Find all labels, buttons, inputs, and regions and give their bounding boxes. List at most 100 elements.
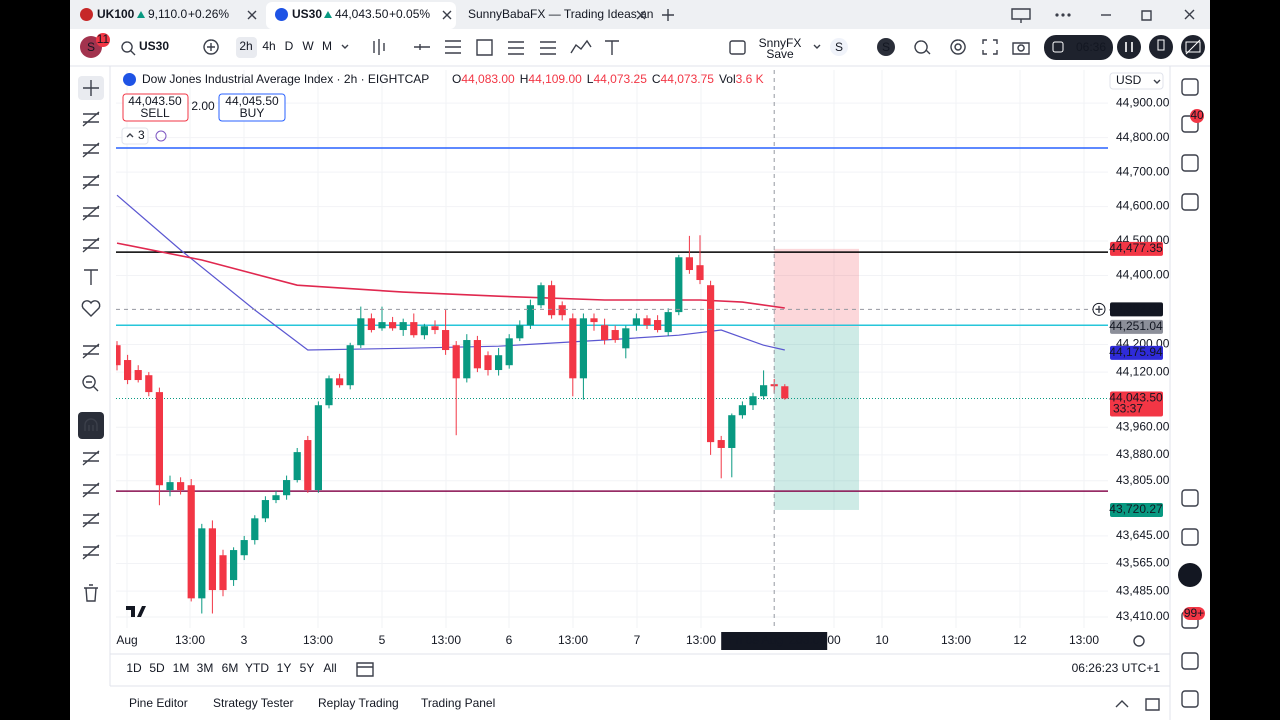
drawing-tool[interactable] — [84, 269, 98, 285]
panel-tab[interactable]: Pine Editor — [129, 696, 188, 710]
layout-name[interactable]: SnnyFX — [759, 36, 802, 50]
panel-tab[interactable]: Trading Panel — [421, 696, 495, 710]
interval[interactable]: W — [302, 39, 314, 53]
sidebar-icon[interactable] — [1181, 690, 1199, 708]
drawing-tool[interactable] — [82, 237, 100, 253]
sidebar-icon[interactable] — [1181, 528, 1199, 546]
rec-btn[interactable] — [1149, 35, 1173, 59]
rec-btn[interactable] — [1117, 35, 1141, 59]
settings[interactable] — [950, 39, 966, 55]
interval[interactable]: 2h — [239, 39, 252, 53]
drawing-tool[interactable] — [83, 80, 99, 96]
drawing-tool[interactable] — [82, 111, 100, 127]
tab-symbol[interactable]: UK100 — [97, 7, 135, 21]
drawing-tool[interactable] — [82, 544, 100, 560]
buy-button[interactable] — [218, 93, 286, 122]
mic — [1157, 39, 1165, 51]
close-tab[interactable] — [636, 10, 646, 20]
mini-btn[interactable] — [830, 38, 848, 56]
maximize[interactable] — [1141, 10, 1152, 21]
expand-panel[interactable] — [1115, 700, 1129, 708]
price-label-box — [1110, 241, 1163, 256]
toolbar-tool[interactable] — [605, 40, 619, 55]
drawing-tool[interactable] — [82, 343, 100, 359]
active-tab[interactable] — [266, 2, 456, 29]
interval[interactable]: M — [322, 39, 332, 53]
search-icon[interactable] — [121, 41, 136, 56]
range-button[interactable]: 3M — [197, 661, 214, 675]
new-tab[interactable] — [662, 9, 674, 21]
symbol-search[interactable]: US30 — [139, 39, 169, 53]
range-button[interactable]: 1Y — [277, 661, 292, 675]
apps[interactable] — [1178, 563, 1202, 587]
alert[interactable] — [914, 40, 931, 55]
drawing-tool[interactable] — [82, 450, 100, 466]
candle-body — [781, 386, 789, 399]
panel-tab[interactable]: Strategy Tester — [213, 696, 293, 710]
goto-date[interactable] — [356, 662, 374, 677]
sync-icon[interactable] — [155, 130, 167, 142]
toolbar-tool[interactable] — [414, 44, 430, 50]
interval-menu[interactable] — [341, 44, 349, 49]
range-button[interactable]: 5Y — [300, 661, 315, 675]
range-button[interactable]: YTD — [245, 661, 269, 675]
add-icon[interactable] — [1095, 305, 1103, 313]
target-zone[interactable] — [774, 326, 859, 510]
range-button[interactable]: 6M — [222, 661, 239, 675]
drawing-tool[interactable] — [82, 142, 100, 158]
candle-body — [717, 440, 725, 448]
snapshot[interactable] — [1012, 42, 1030, 55]
sidebar-icon[interactable] — [1181, 154, 1199, 172]
range-button[interactable]: 1D — [126, 661, 142, 675]
mini-btn[interactable] — [877, 38, 895, 56]
compare[interactable] — [203, 39, 219, 55]
clock[interactable]: 06:26:23 UTC+1 — [1072, 661, 1161, 675]
candle-body — [749, 396, 757, 406]
sell-button[interactable] — [122, 93, 189, 122]
drawing-tool[interactable] — [82, 512, 100, 528]
axis-settings[interactable] — [1133, 635, 1145, 647]
drawing-tool[interactable] — [82, 375, 99, 392]
drawing-tool[interactable] — [82, 205, 100, 221]
indicators-toggle[interactable] — [121, 127, 149, 145]
close-tab[interactable] — [442, 10, 452, 20]
record-timer[interactable] — [1044, 35, 1113, 60]
stop-zone[interactable] — [774, 248, 859, 327]
legend-title[interactable]: Dow Jones Industrial Average Index · 2h … — [142, 72, 429, 86]
tab-title[interactable]: SunnyBabaFX — Trading Ideas an — [468, 7, 653, 21]
range-button[interactable]: All — [323, 661, 336, 675]
drawing-tool[interactable] — [81, 300, 101, 317]
panel-tab[interactable]: Replay Trading — [318, 696, 399, 710]
close-window[interactable] — [1184, 9, 1195, 20]
maximize-panel[interactable] — [1145, 698, 1160, 711]
fullscreen[interactable] — [982, 39, 998, 55]
drawing-tool[interactable] — [82, 482, 100, 498]
tab-symbol[interactable]: US30 — [292, 7, 322, 21]
window-tool[interactable] — [1011, 8, 1031, 23]
sidebar-icon[interactable] — [1181, 489, 1199, 507]
drawing-tool[interactable] — [82, 174, 100, 190]
interval[interactable]: 4h — [262, 39, 275, 53]
drawing-tool[interactable] — [84, 418, 98, 431]
collapse[interactable] — [126, 133, 134, 138]
x-tick-label: 13:00 — [941, 633, 971, 647]
close-tab[interactable] — [247, 10, 257, 20]
range-button[interactable]: 1M — [173, 661, 190, 675]
toolbar-tool[interactable] — [373, 39, 385, 55]
toolbar-tool[interactable] — [570, 39, 592, 54]
toolbar-tool[interactable] — [476, 39, 493, 56]
range-button[interactable]: 5D — [149, 661, 165, 675]
toolbar-tool[interactable] — [445, 40, 461, 54]
currency-box[interactable] — [1109, 72, 1164, 90]
interval[interactable]: D — [285, 39, 294, 53]
sidebar-icon[interactable] — [1181, 652, 1199, 670]
layout-icon[interactable] — [729, 40, 746, 55]
currency-menu[interactable] — [1153, 79, 1161, 84]
toolbar-tool[interactable] — [508, 41, 524, 55]
sidebar-icon[interactable] — [1181, 78, 1199, 96]
drawing-tool[interactable] — [84, 584, 98, 602]
candle-body — [134, 370, 142, 381]
sidebar-icon[interactable] — [1181, 193, 1199, 211]
layout-menu[interactable] — [813, 44, 821, 49]
toolbar-tool[interactable] — [540, 41, 556, 55]
